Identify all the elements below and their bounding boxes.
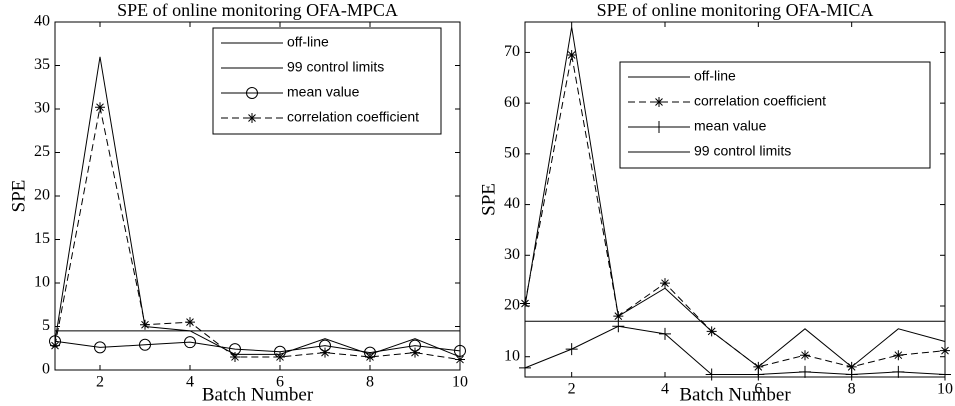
data-point [410,347,420,358]
series-line [524,325,946,375]
y-tick-label: 30 [34,100,50,117]
y-tick-label: 5 [42,317,50,334]
chart: SPE of online monitoring OFA-MPCA Batch N… [8,0,468,405]
data-point [95,102,105,113]
plot-frame [54,21,461,371]
data-point [184,336,196,349]
plot-frame [524,21,946,378]
data-point [893,350,904,361]
y-tick-label: 10 [504,347,520,364]
legend-label: correlation coefficient [287,109,419,125]
legend-marker [246,87,258,99]
legend-label: 99 control limits [287,59,384,75]
series-line [54,56,461,358]
data-point [94,341,106,354]
x-tick-label: 8 [848,381,856,398]
x-tick-label: 6 [276,374,284,391]
x-tick-label: 8 [366,374,374,391]
data-point [845,368,858,381]
chart-title: SPE of online monitoring OFA-MICA [597,0,874,20]
data-point [846,361,857,372]
y-tick-label: 40 [34,13,50,30]
data-point [139,338,151,351]
x-tick-label: 4 [661,381,669,398]
y-tick-label: 0 [42,361,50,378]
data-point [660,278,670,289]
data-point [185,317,195,328]
y-tick-label: 50 [504,145,520,162]
y-tick-label: 25 [34,143,50,160]
legend-marker [247,113,257,123]
data-point [706,326,717,337]
legend-box [619,61,931,169]
data-point [613,311,624,322]
legend-label: 99 control limits [694,143,791,159]
y-tick-label: 35 [34,56,50,73]
y-tick-label: 60 [504,94,520,111]
y-tick-label: 20 [34,187,50,204]
legend-label: correlation coefficient [694,93,826,109]
series-line [524,54,946,368]
data-point [799,365,811,378]
legend-marker [654,97,664,107]
x-axis-label: Batch Number [679,384,791,405]
chart: SPE of online monitoring OFA-MICA Batch N… [478,0,953,405]
data-point [565,343,578,356]
y-tick-label: 30 [504,246,520,263]
x-tick-label: 10 [452,374,468,391]
x-tick-label: 10 [937,381,953,398]
data-point [752,368,765,381]
data-point [230,351,240,362]
legend-marker [653,121,665,133]
y-tick-label: 20 [504,297,520,314]
x-axis-label: Batch Number [202,384,314,405]
x-tick-label: 2 [568,381,576,398]
y-tick-label: 40 [504,195,520,212]
y-tick-label: 70 [504,43,520,60]
y-axis-label: SPE [8,180,29,213]
legend-label: off-line [287,34,329,50]
data-point [320,347,330,358]
legend-label: off-line [694,68,736,84]
data-point [705,368,718,381]
data-point [753,361,764,372]
data-point [612,320,625,333]
legend-label: mean value [694,118,767,134]
data-point [140,319,150,330]
data-point [566,49,577,60]
data-point [365,351,375,362]
x-tick-label: 6 [754,381,762,398]
x-tick-label: 2 [96,374,104,391]
data-point [659,327,671,340]
legend-label: mean value [287,84,360,100]
data-point [892,365,905,378]
series-line [54,340,461,354]
chart-title: SPE of online monitoring OFA-MPCA [117,0,398,20]
y-tick-label: 15 [34,230,50,247]
data-point [275,351,285,362]
x-tick-label: 4 [186,374,194,391]
data-point [800,350,810,361]
y-axis-label: SPE [478,183,499,216]
y-tick-label: 10 [34,274,50,291]
series-line [54,107,461,361]
